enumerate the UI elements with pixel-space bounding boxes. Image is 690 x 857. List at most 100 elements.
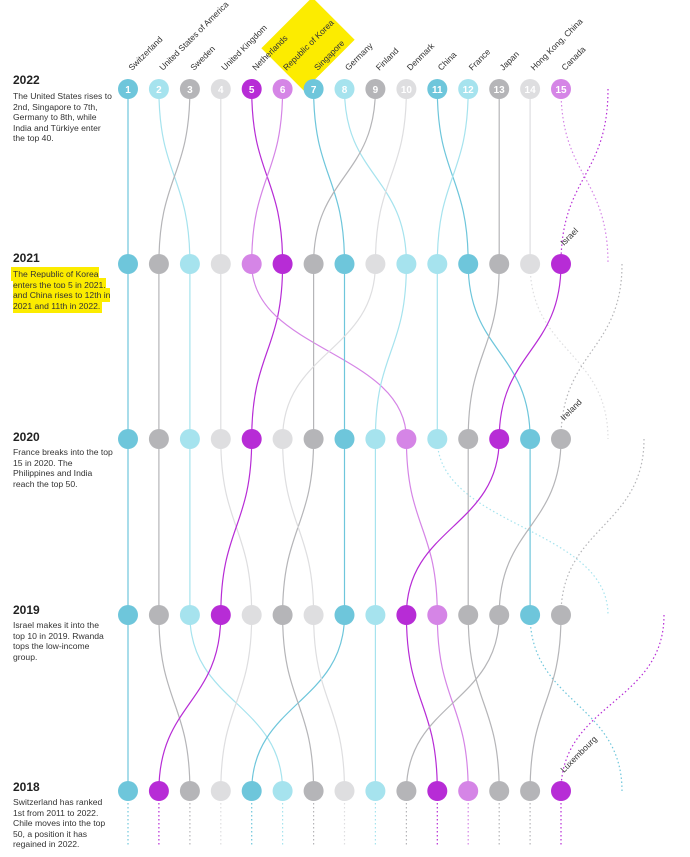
rank-line-segment	[158, 614, 222, 792]
rank-dot	[210, 605, 231, 625]
rank-dot	[458, 429, 479, 449]
rank-line-segment	[467, 263, 500, 440]
rank-dot	[118, 605, 138, 625]
rank-dot	[551, 254, 571, 274]
year-2021-note: The Republic of Korea enters the top 5 i…	[13, 269, 113, 311]
rank-dot	[241, 605, 262, 625]
highlight-korea	[261, 0, 355, 91]
rank-dot	[210, 781, 231, 801]
rank-line-segment	[529, 614, 562, 792]
rank-line-segment	[498, 438, 562, 616]
rank-dot	[520, 254, 541, 274]
rank-dot	[396, 429, 417, 449]
rank-line-segment	[436, 88, 469, 265]
rank-number: 7	[311, 85, 317, 96]
rank-line-segment	[313, 88, 346, 265]
rank-dot	[427, 254, 448, 274]
rank-line-segment	[560, 438, 645, 616]
rank-number: 3	[187, 85, 193, 96]
rank-number: 11	[432, 85, 443, 96]
rank-line-segment	[313, 614, 346, 792]
rank-line-segment	[529, 614, 623, 792]
rank-dot	[489, 429, 510, 449]
country-label: Canada	[559, 44, 587, 72]
year-2022-heading: 2022	[13, 73, 40, 87]
rank-dot	[427, 605, 448, 625]
rank-line-segment	[220, 614, 253, 792]
rank-dot	[520, 781, 541, 801]
rank-line-segment	[374, 263, 407, 440]
rank-line-segment	[282, 614, 315, 792]
rank-lines	[127, 88, 665, 792]
year-2018-note: Switzerland has ranked 1st from 2011 to …	[13, 797, 106, 849]
rank-line-segment	[436, 438, 609, 616]
country-label: Japan	[498, 49, 522, 73]
year-2021-heading: 2021	[13, 251, 40, 265]
rank-line-segment	[560, 614, 665, 792]
rank-dot	[520, 429, 541, 449]
rank-dot	[458, 254, 479, 274]
rank-dot	[241, 781, 262, 801]
rank-dot	[148, 605, 169, 625]
year-2022-note: The United States rises to 2nd, Singapor…	[13, 91, 112, 143]
rank-dot	[365, 429, 386, 449]
rank-line-segment	[220, 438, 253, 616]
year-2020-heading: 2020	[13, 430, 40, 444]
rank-dot	[427, 429, 448, 449]
rank-line-segment	[374, 88, 407, 265]
rank-dot	[489, 781, 510, 801]
rank-dot	[334, 605, 355, 625]
rank-dot	[365, 781, 386, 801]
rank-dot	[551, 605, 571, 625]
rank-line-segment	[560, 88, 609, 265]
rank-number: 2	[156, 85, 162, 96]
rank-dot	[334, 429, 355, 449]
rank-line-segment	[405, 614, 500, 792]
rank-dot	[396, 781, 417, 801]
rank-line-segment	[405, 614, 438, 792]
year-2019-heading: 2019	[13, 603, 40, 617]
entry-label: Ireland	[558, 397, 584, 423]
rank-line-segment	[343, 88, 407, 265]
country-label: Sweden	[188, 43, 217, 72]
rank-dot	[210, 254, 231, 274]
rank-dot	[551, 79, 571, 99]
year-2018-heading: 2018	[13, 780, 40, 794]
rank-numbers: 1 2 3 4 5 6 7 8 9 10 11 12 13 14 15	[125, 85, 567, 96]
rank-number: 1	[125, 85, 131, 96]
rank-dot	[458, 79, 479, 99]
rank-dot	[489, 79, 510, 99]
rank-line-segment	[560, 263, 623, 440]
rank-line-segment	[282, 263, 376, 440]
rank-dot	[303, 429, 324, 449]
rank-line-segment	[498, 263, 562, 440]
year-2019-note: Israel makes it into the top 10 in 2019.…	[13, 620, 104, 662]
rank-number: 9	[373, 85, 379, 96]
rank-dot	[365, 79, 386, 99]
country-label: Denmark	[405, 40, 437, 72]
rank-dot	[118, 781, 138, 801]
rank-dot	[272, 79, 293, 99]
rank-dot	[179, 781, 200, 801]
rank-dots	[118, 79, 571, 801]
rank-dot	[118, 79, 138, 99]
rank-number: 15	[555, 85, 567, 96]
rank-line-segment	[467, 263, 531, 440]
rank-dot	[334, 254, 355, 274]
rank-line-segment	[251, 263, 284, 440]
country-label: France	[467, 46, 493, 72]
rank-dot	[551, 781, 571, 801]
rank-dot	[241, 79, 262, 99]
rank-dot	[334, 781, 355, 801]
year-2021-note-highlight: The Republic of Korea enters the top 5 i…	[13, 269, 111, 311]
rank-number: 4	[218, 85, 224, 96]
rank-dot	[303, 605, 324, 625]
rank-line-segment	[467, 614, 500, 792]
rank-dot	[551, 429, 571, 449]
rank-dot	[334, 79, 355, 99]
rank-line-segment	[158, 614, 191, 792]
rank-dot	[210, 79, 231, 99]
rank-dot	[396, 254, 417, 274]
rank-dot	[427, 79, 448, 99]
